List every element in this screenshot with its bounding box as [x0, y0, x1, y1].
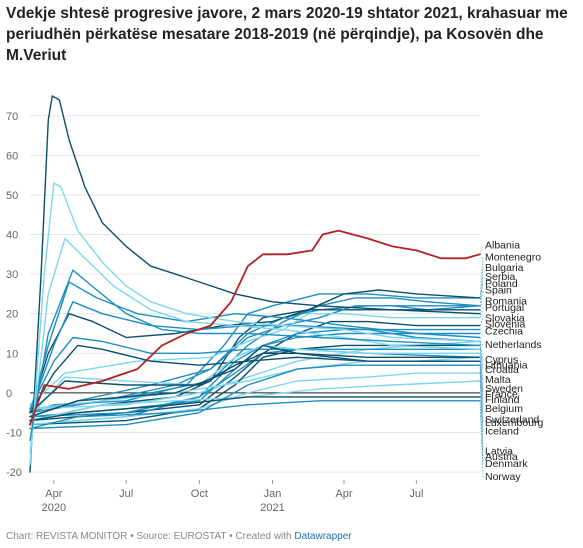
y-tick-label: 20	[6, 309, 18, 321]
y-tick-label: 70	[6, 111, 18, 123]
series-line	[29, 182, 481, 465]
label-leader	[479, 357, 484, 423]
x-tick-label: Jul	[119, 488, 133, 500]
series-label: Malta	[485, 374, 511, 386]
series-label: France	[485, 389, 518, 401]
x-tick-label: Apr	[45, 488, 62, 500]
x-axis: Apr 2020 Jul Oct Jan 2021 Apr Jul	[42, 480, 423, 514]
x-tick-label: Oct	[191, 488, 208, 500]
series-line	[29, 269, 481, 442]
series-line	[29, 293, 481, 414]
series-label: Luxembourg	[485, 417, 544, 429]
series-label: Sweden	[485, 383, 523, 395]
series-line	[29, 372, 481, 426]
chart-footer: Chart: REVISTA MONITOR • Source: EUROSTA…	[6, 531, 352, 542]
series-label: Slovenia	[485, 319, 525, 331]
series-lines	[29, 95, 481, 473]
series-label: Spain	[485, 285, 512, 297]
series-label: Iceland	[485, 425, 519, 437]
x-tick-label: Jul	[409, 488, 423, 500]
chart-title: Vdekje shtesë progresive javore, 2 mars …	[6, 5, 568, 64]
y-tick-label: 50	[6, 190, 18, 202]
series-label: Norway	[485, 471, 521, 483]
label-leader	[479, 257, 484, 298]
y-axis: -20 -10 0 10 20 30 40 50 60 70	[6, 111, 22, 479]
series-line	[29, 344, 481, 426]
series-line	[29, 95, 481, 473]
grid-lines	[30, 115, 480, 473]
series-line	[29, 352, 481, 414]
label-leader	[479, 277, 484, 306]
series-label: Cyprus	[485, 354, 518, 366]
series-label: Denmark	[485, 458, 528, 470]
series-line	[29, 364, 481, 430]
line-chart: -20 -10 0 10 20 30 40 50 60 70 Apr 2020 Jul Oct Jan 20…	[6, 95, 544, 514]
series-label: Switzerland	[485, 414, 539, 426]
series-label: Poland	[485, 278, 518, 290]
series-label: Bulgaria	[485, 262, 524, 274]
series-label: Latvia	[485, 446, 513, 458]
label-leader	[479, 283, 484, 298]
y-tick-label: 30	[6, 269, 18, 281]
x-tick-year: 2021	[260, 502, 284, 514]
series-line	[29, 396, 481, 422]
series-label: Albania	[485, 239, 520, 251]
label-leader	[479, 245, 484, 255]
series-label: Serbia	[485, 271, 516, 283]
y-tick-label: 60	[6, 150, 18, 162]
label-leader	[479, 396, 484, 464]
series-label: Belgium	[485, 403, 523, 415]
series-label: Slovakia	[485, 313, 525, 325]
series-line	[29, 229, 481, 426]
y-tick-label: 40	[6, 230, 18, 242]
label-leader	[479, 290, 484, 314]
datawrapper-link[interactable]: Datawrapper	[294, 531, 352, 542]
series-labels: MontenegroBulgariaSerbiaPolandSpainRoman…	[485, 239, 544, 483]
footer-credit: Chart: REVISTA MONITOR • Source: EUROSTA…	[6, 531, 295, 542]
series-label: Finland	[485, 394, 520, 406]
series-label: Netherlands	[485, 339, 542, 351]
series-label: Croatia	[485, 364, 519, 376]
x-tick-year: 2020	[42, 502, 66, 514]
y-tick-label: -20	[6, 467, 22, 479]
series-label: Montenegro	[485, 251, 541, 263]
series-line	[29, 313, 481, 406]
y-tick-label: 0	[6, 388, 12, 400]
series-label: Czechia	[485, 325, 523, 337]
x-tick-label: Jan	[264, 488, 282, 500]
label-leader	[479, 345, 484, 366]
label-leader	[479, 400, 484, 478]
series-label: Lithuania	[485, 359, 528, 371]
series-line	[29, 344, 481, 418]
y-tick-label: -10	[6, 427, 22, 439]
label-leader-lines	[479, 245, 484, 478]
x-tick-label: Apr	[335, 488, 352, 500]
series-line	[29, 289, 481, 422]
series-line	[29, 320, 481, 422]
series-line	[29, 344, 481, 418]
series-label: Portugal	[485, 302, 524, 314]
y-tick-label: 10	[6, 348, 18, 360]
label-leader	[479, 318, 484, 326]
series-label: Romania	[485, 296, 527, 308]
series-line	[29, 400, 481, 430]
series-label: Austria	[485, 451, 518, 463]
series-line	[29, 344, 481, 414]
label-leader	[479, 361, 484, 458]
label-leader	[479, 353, 484, 421]
